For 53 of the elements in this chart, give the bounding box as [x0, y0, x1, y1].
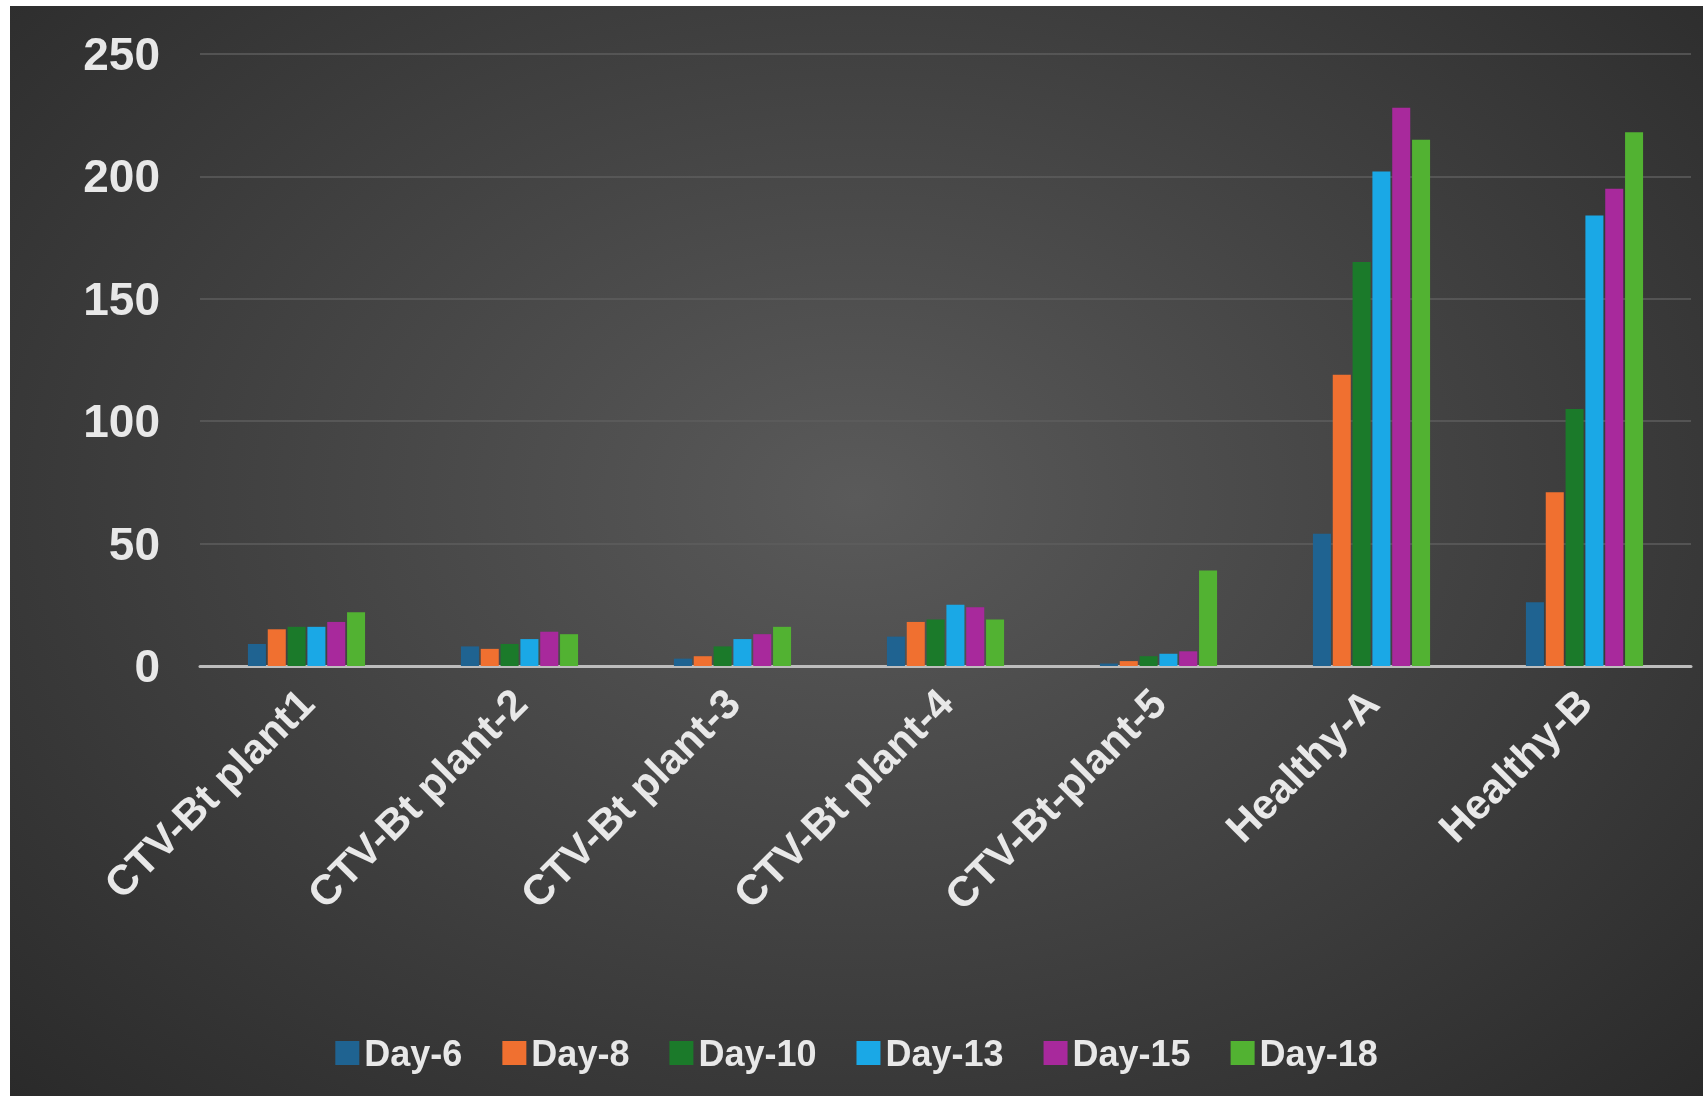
bar: [347, 612, 366, 666]
bar: [946, 604, 965, 666]
bar: [773, 626, 792, 666]
y-tick-label: 200: [83, 150, 160, 203]
legend-label: Day-6: [364, 1032, 463, 1074]
bar: [753, 634, 772, 666]
bar: [560, 634, 579, 666]
bar: [1332, 374, 1351, 666]
legend-label: Day-13: [885, 1032, 1004, 1074]
y-tick-label: 250: [83, 28, 160, 80]
bar: [713, 646, 732, 666]
bar: [673, 658, 692, 666]
legend-label: Day-18: [1259, 1032, 1378, 1074]
bar: [267, 629, 286, 666]
bar: [886, 636, 905, 666]
bar: [693, 656, 712, 666]
y-tick-label: 50: [108, 517, 160, 570]
bar: [1625, 132, 1644, 666]
bar: [1585, 215, 1604, 666]
bar: [966, 607, 985, 666]
bar: [1352, 262, 1371, 666]
bar: [500, 643, 519, 666]
bar: [1139, 656, 1158, 666]
legend-label: Day-8: [531, 1032, 630, 1074]
bar: [1545, 492, 1564, 666]
bar: [307, 626, 326, 666]
bar: [520, 639, 539, 666]
bar: [327, 621, 346, 666]
bar: [540, 631, 559, 666]
bar: [733, 639, 752, 666]
y-tick-label: 100: [83, 395, 160, 448]
bar: [247, 643, 266, 666]
bar: [287, 626, 306, 666]
bar: [1392, 107, 1411, 666]
legend-label: Day-15: [1072, 1032, 1191, 1074]
legend-label: Day-10: [698, 1032, 817, 1074]
bar: [1199, 570, 1218, 666]
bar: [1312, 533, 1331, 666]
bar: [986, 619, 1005, 666]
bar: [1159, 653, 1178, 666]
bar: [480, 648, 499, 666]
bar: [906, 621, 925, 666]
bar: [1119, 661, 1138, 666]
bar: [460, 646, 479, 666]
y-tick-label: 0: [134, 640, 160, 692]
bar: [1605, 188, 1624, 666]
bar: [1372, 171, 1391, 666]
bar: [1565, 408, 1584, 666]
bar: [1179, 651, 1198, 666]
bar: [1525, 602, 1544, 666]
bar: [926, 619, 945, 666]
bar: [1412, 139, 1431, 666]
y-tick-label: 150: [83, 272, 160, 325]
